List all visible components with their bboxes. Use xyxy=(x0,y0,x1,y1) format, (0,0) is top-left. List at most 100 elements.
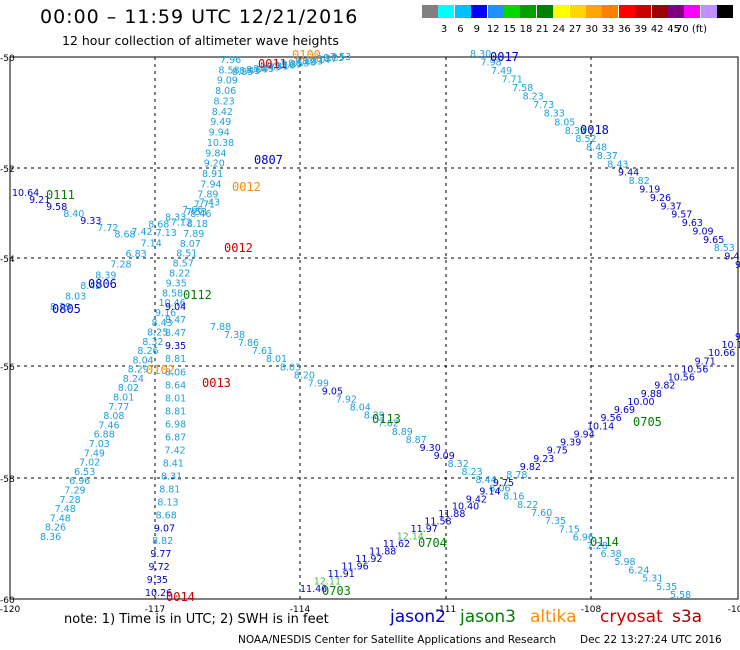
swh-value: 9.42 xyxy=(724,252,740,263)
swh-value: 9.88 xyxy=(641,389,662,400)
swh-value: 8.44 xyxy=(476,475,497,486)
swh-value: 9.42 xyxy=(466,494,487,505)
latitude-labels: -50 -52 -54 -56 -58 -60 xyxy=(0,54,15,606)
legend-label: 12 xyxy=(486,24,500,35)
swh-value: 8.48 xyxy=(586,143,607,154)
swh-value: 8.39 xyxy=(95,270,116,281)
swh-value: 7.42 xyxy=(165,446,186,457)
swh-value: 7.71 xyxy=(502,75,523,86)
swh-value: 7.61 xyxy=(252,346,273,357)
swh-value: 7.99 xyxy=(308,378,329,389)
swh-value: 5.31 xyxy=(642,574,663,585)
swh-value: 8.16 xyxy=(503,492,524,503)
swh-value: 9.09 xyxy=(434,451,455,462)
page-title: 00:00 – 11:59 UTC 12/21/2016 xyxy=(40,6,359,28)
swh-value: 8.03 xyxy=(280,362,301,373)
pass-time-label: 0805 xyxy=(52,302,81,316)
swh-value: 8.07 xyxy=(180,239,201,250)
swh-value: 7.53 xyxy=(186,207,207,218)
swh-value: 5.98 xyxy=(614,557,635,568)
swh-value: 7.43 xyxy=(199,198,220,209)
swh-value: 7.96 xyxy=(220,55,241,66)
legend-label: 18 xyxy=(519,24,533,35)
swh-value: 8.57 xyxy=(173,259,194,270)
swh-value: 8.42 xyxy=(212,107,233,118)
pass-time-label: 0013 xyxy=(202,376,231,390)
swh-value: 9.57 xyxy=(671,210,692,221)
swh-value: 7.88 xyxy=(210,322,231,333)
swh-value: 7.03 xyxy=(89,439,110,450)
swh-value: 9.35 xyxy=(281,60,302,71)
swh-value: 9.58 xyxy=(46,202,67,213)
swh-value: 8.31 xyxy=(161,472,182,483)
swh-value: 7.42 xyxy=(131,227,152,238)
swh-value: 8.51 xyxy=(176,249,197,260)
swh-value: 9.33 xyxy=(80,216,101,227)
longitude-label: -114 xyxy=(290,605,311,615)
swh-value: 8.81 xyxy=(159,485,180,496)
pass-time-label: 0018 xyxy=(580,123,609,137)
pass-time-label: 0113 xyxy=(372,412,401,426)
swh-value: 8.32 xyxy=(142,337,163,348)
swh-value: 7.71 xyxy=(194,199,215,210)
swh-value: 7.92 xyxy=(336,395,357,406)
swh-value: 8.81 xyxy=(165,407,186,418)
swh-value: 9.77 xyxy=(150,549,171,560)
swh-value: 9.05 xyxy=(322,387,343,398)
swh-value: 8.33 xyxy=(165,212,186,223)
swh-value: 11.96 xyxy=(342,562,369,573)
latitude-label: -50 xyxy=(0,54,15,64)
legend-swatch xyxy=(438,5,455,18)
footer-note: note: 1) Time is in UTC; 2) SWH is in fe… xyxy=(64,612,329,627)
swh-value: 8.82 xyxy=(629,176,650,187)
satellite-jason2: jason2 xyxy=(390,607,446,627)
swh-value: 8.78 xyxy=(506,470,527,481)
legend-swatch xyxy=(602,5,619,18)
latitude-label: -52 xyxy=(0,165,15,175)
pass-time-label: 0011 xyxy=(258,57,287,71)
swh-value: 8.43 xyxy=(607,159,628,170)
swh-value: 9.49 xyxy=(210,117,231,128)
longitude-label: -117 xyxy=(145,605,165,615)
legend-swatch xyxy=(569,5,586,18)
swh-value: 6.96 xyxy=(69,476,90,487)
legend-swatch xyxy=(668,5,684,18)
longitude-label: -111 xyxy=(436,605,456,615)
swh-value: 8.33 xyxy=(302,56,323,67)
legend-swatch xyxy=(487,5,504,18)
swh-value: 7.14 xyxy=(141,239,162,250)
swh-value: 9.16 xyxy=(274,61,295,72)
swh-value: 9.16 xyxy=(155,308,176,319)
swh-value: 8.04 xyxy=(350,403,371,414)
pass-time-label: 0014 xyxy=(166,590,195,604)
legend-swatch xyxy=(700,5,717,18)
swh-value: 9.94 xyxy=(209,128,230,139)
swh-value: 11.58 xyxy=(424,517,451,528)
swh-value: 9.75 xyxy=(493,478,514,489)
swh-value: 7.58 xyxy=(512,83,533,94)
legend-swatch xyxy=(651,5,668,18)
swh-value: 8.40 xyxy=(63,209,84,220)
pass-time-label: 0705 xyxy=(633,415,662,429)
swh-value: 9.44 xyxy=(618,168,639,179)
legend-label: 30 xyxy=(585,24,598,35)
swh-value: 7.49 xyxy=(84,448,105,459)
swh-value: 7.60 xyxy=(531,508,552,519)
swh-value: 6.88 xyxy=(94,430,115,441)
swh-value: 8.45 xyxy=(253,64,274,75)
latitude-label: -54 xyxy=(0,255,15,265)
swh-value: 8.08 xyxy=(103,411,124,422)
swh-value: 7.13 xyxy=(156,228,177,239)
swh-value: 8.64 xyxy=(246,65,267,76)
swh-value: 5.35 xyxy=(656,582,677,593)
swh-value: 9.07 xyxy=(154,523,175,534)
swh-value: 7.49 xyxy=(491,66,512,77)
swh-value: 9.82 xyxy=(520,462,541,473)
swh-value: 7.48 xyxy=(55,504,76,515)
swh-value: 8.58 xyxy=(162,288,183,299)
swh-value: 7.73 xyxy=(533,100,554,111)
swh-value: 7.02 xyxy=(79,458,100,469)
swh-value: 8.82 xyxy=(152,536,173,547)
swh-value: 6.24 xyxy=(628,565,649,576)
swh-value: 8.29 xyxy=(128,365,149,376)
